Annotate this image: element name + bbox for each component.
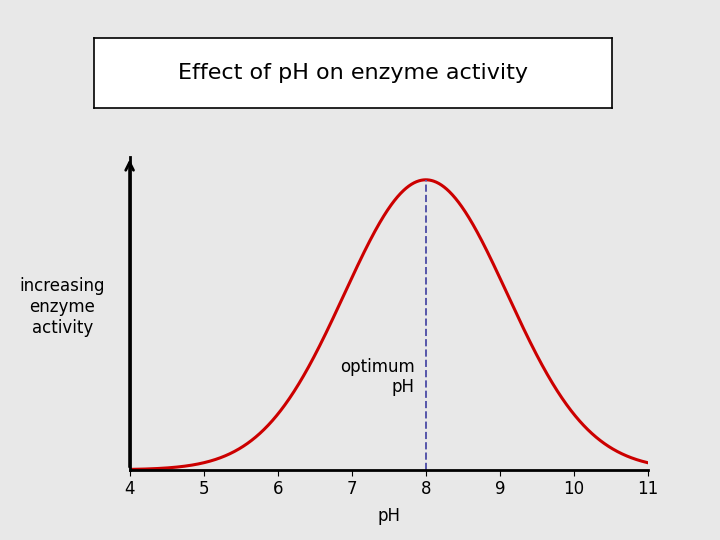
X-axis label: pH: pH [377, 507, 400, 524]
Y-axis label: increasing
enzyme
activity: increasing enzyme activity [19, 277, 105, 337]
Text: Effect of pH on enzyme activity: Effect of pH on enzyme activity [178, 63, 528, 83]
Text: optimum
pH: optimum pH [340, 357, 415, 396]
